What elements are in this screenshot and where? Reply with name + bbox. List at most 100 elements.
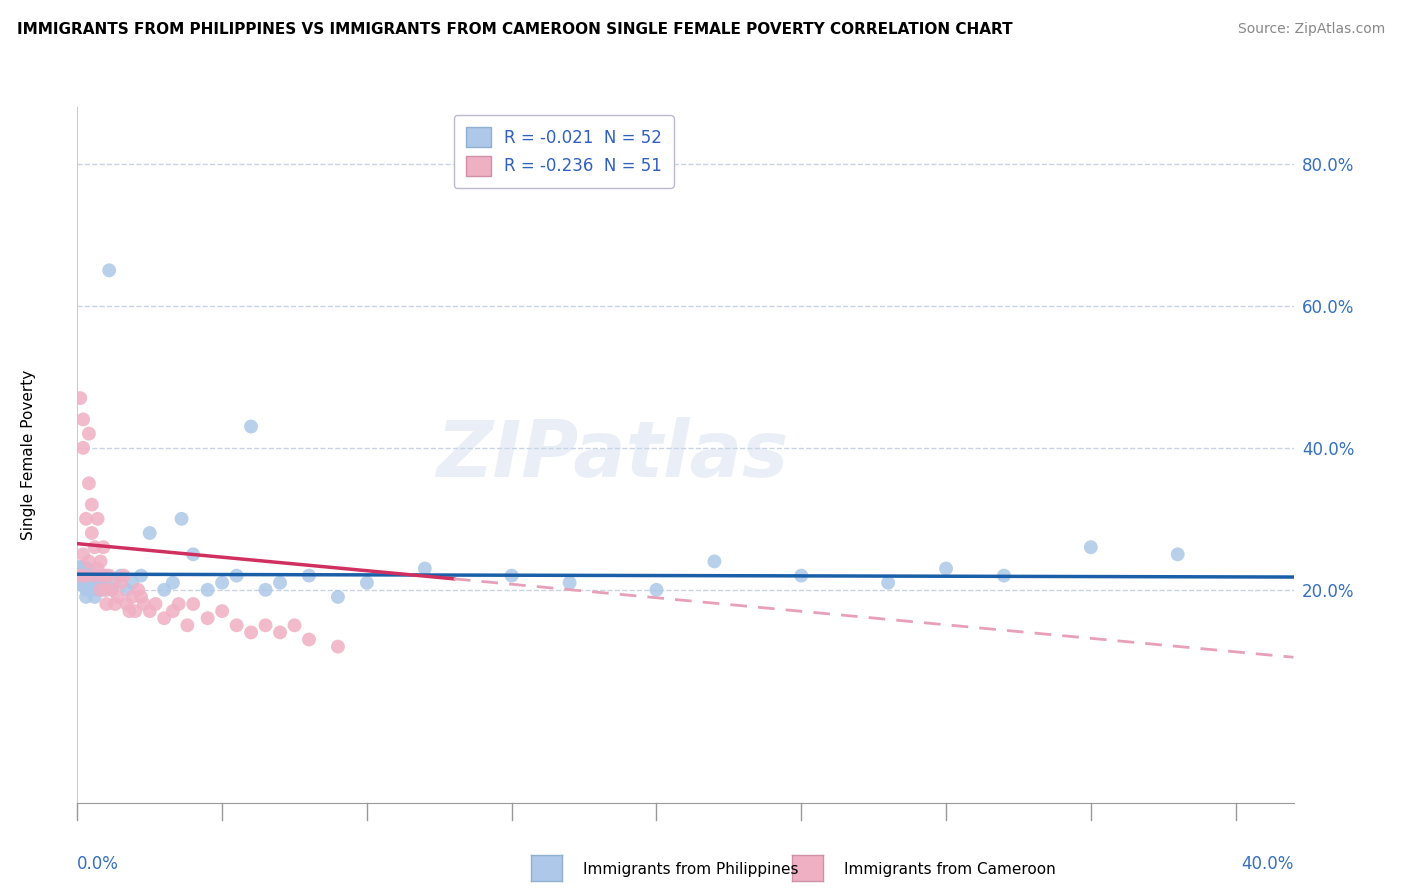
Point (86, 512, 108, 526)
Point (993, 568, 1015, 582)
Point (326, 640, 349, 654)
Point (298, 568, 321, 582)
Point (326, 590, 349, 604)
Point (83, 590, 105, 604)
Point (104, 597, 127, 611)
Point (93, 540, 115, 554)
Point (162, 604, 184, 618)
Point (98, 263, 121, 277)
Point (72, 561, 94, 575)
Point (240, 419, 263, 434)
Point (211, 575, 233, 590)
Point (98, 568, 121, 582)
Point (72, 412, 94, 426)
Point (138, 604, 160, 618)
Point (558, 575, 581, 590)
Text: Single Female Poverty: Single Female Poverty (21, 370, 37, 540)
Point (118, 604, 141, 618)
Point (75, 568, 97, 582)
Point (170, 512, 193, 526)
Text: 40.0%: 40.0% (1241, 855, 1294, 873)
Point (80, 582, 103, 597)
Text: 0.0%: 0.0% (77, 855, 120, 873)
Point (69, 391, 91, 405)
Point (269, 575, 291, 590)
Point (89, 575, 111, 590)
Point (80, 498, 103, 512)
Point (197, 582, 219, 597)
Point (72, 568, 94, 582)
Point (298, 632, 321, 647)
Point (153, 611, 176, 625)
Point (110, 568, 132, 582)
Point (72, 547, 94, 561)
Point (101, 582, 124, 597)
Point (83, 568, 105, 582)
Point (211, 604, 233, 618)
Point (115, 597, 138, 611)
Point (283, 618, 305, 632)
Point (167, 597, 190, 611)
Point (124, 604, 146, 618)
Point (153, 582, 176, 597)
Point (96, 582, 118, 597)
Point (72, 441, 94, 455)
Point (145, 597, 167, 611)
Point (176, 618, 198, 632)
Text: Immigrants from Cameroon: Immigrants from Cameroon (844, 863, 1056, 877)
Point (501, 568, 523, 582)
Point (96, 568, 118, 582)
Point (1080, 540, 1102, 554)
Point (83, 575, 105, 590)
Point (83, 540, 105, 554)
Point (790, 568, 813, 582)
Legend: R = -0.021  N = 52, R = -0.236  N = 51: R = -0.021 N = 52, R = -0.236 N = 51 (454, 115, 673, 187)
Point (115, 582, 138, 597)
Point (254, 618, 277, 632)
Point (89, 582, 111, 597)
Point (93, 575, 115, 590)
Point (80, 575, 103, 590)
Point (240, 625, 263, 640)
Point (181, 597, 204, 611)
Point (1167, 547, 1189, 561)
Point (935, 561, 957, 575)
Point (225, 568, 247, 582)
Point (703, 554, 725, 568)
Point (877, 575, 900, 590)
Point (69, 568, 91, 582)
Point (86, 561, 108, 575)
Point (77, 426, 100, 441)
Point (162, 575, 184, 590)
Point (80, 526, 103, 541)
Point (121, 575, 143, 590)
Point (101, 582, 124, 597)
Point (75, 590, 97, 604)
Point (69, 568, 91, 582)
Point (89, 554, 111, 568)
Point (104, 575, 127, 590)
Point (89, 568, 111, 582)
Point (181, 547, 204, 561)
Point (80, 568, 103, 582)
Point (254, 582, 277, 597)
Point (75, 582, 97, 597)
Point (129, 568, 152, 582)
Text: Immigrants from Philippines: Immigrants from Philippines (583, 863, 799, 877)
Point (356, 575, 378, 590)
Text: ZIPatlas: ZIPatlas (436, 417, 789, 493)
Point (413, 561, 436, 575)
Point (69, 568, 91, 582)
Point (77, 476, 100, 491)
Point (75, 512, 97, 526)
Point (86, 582, 108, 597)
Point (197, 611, 219, 625)
Point (127, 582, 149, 597)
Point (107, 590, 129, 604)
Point (93, 582, 115, 597)
Point (138, 526, 160, 541)
Point (121, 590, 143, 604)
Point (225, 618, 247, 632)
Point (645, 582, 668, 597)
Point (269, 625, 291, 640)
